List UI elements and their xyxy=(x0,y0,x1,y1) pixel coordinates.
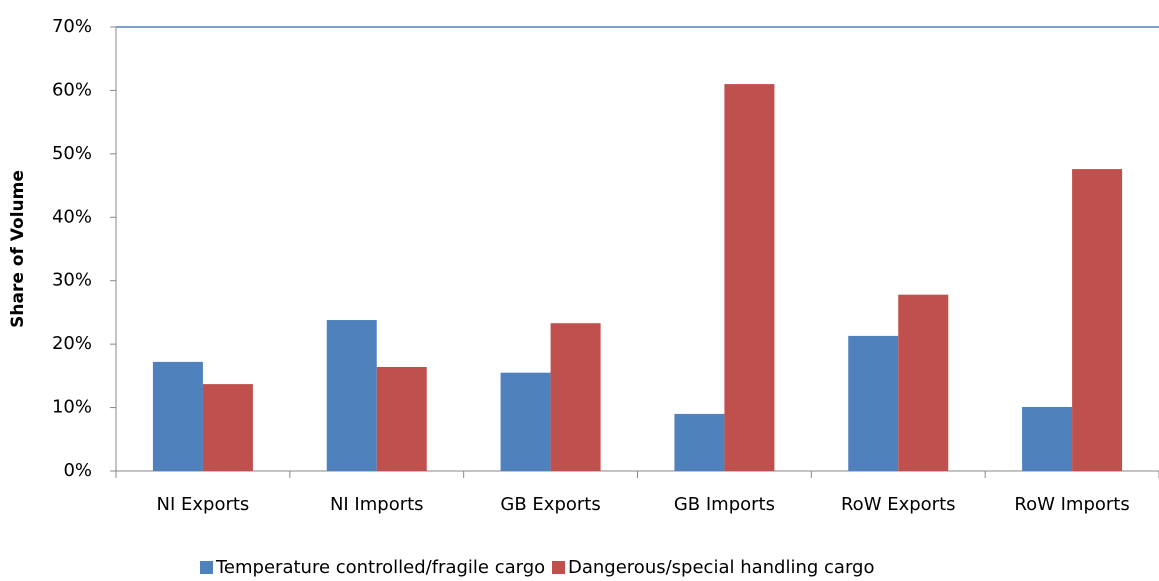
y-tick-label: 0% xyxy=(63,460,92,481)
y-tick-label: 60% xyxy=(52,79,92,100)
y-tick-label: 40% xyxy=(52,206,92,227)
y-tick-label: 70% xyxy=(52,16,92,37)
x-tick-label: RoW Imports xyxy=(1014,494,1129,515)
y-axis-title: Share of Volume xyxy=(8,170,28,328)
x-tick-label: GB Exports xyxy=(500,494,600,515)
bar xyxy=(848,335,899,471)
bar xyxy=(152,361,203,471)
legend-swatch xyxy=(552,561,565,574)
legend-label: Dangerous/special handling cargo xyxy=(568,557,874,578)
bar xyxy=(376,366,427,471)
x-tick-label: NI Imports xyxy=(330,494,424,515)
x-tick-label: GB Imports xyxy=(674,494,775,515)
bar xyxy=(1072,169,1123,471)
bar xyxy=(500,372,551,471)
bar xyxy=(898,294,949,471)
y-tick-label: 10% xyxy=(52,397,92,418)
bar xyxy=(724,84,775,471)
bar xyxy=(202,384,253,471)
bar xyxy=(674,413,725,471)
legend-swatch xyxy=(200,561,213,574)
bar xyxy=(550,323,601,471)
y-tick-label: 20% xyxy=(52,333,92,354)
x-tick-label: NI Exports xyxy=(157,494,250,515)
y-tick-label: 30% xyxy=(52,270,92,291)
bar xyxy=(1022,406,1073,471)
x-tick-label: RoW Exports xyxy=(841,494,956,515)
legend-label: Temperature controlled/fragile cargo xyxy=(215,557,545,578)
y-tick-label: 50% xyxy=(52,143,92,164)
bar xyxy=(326,320,377,471)
